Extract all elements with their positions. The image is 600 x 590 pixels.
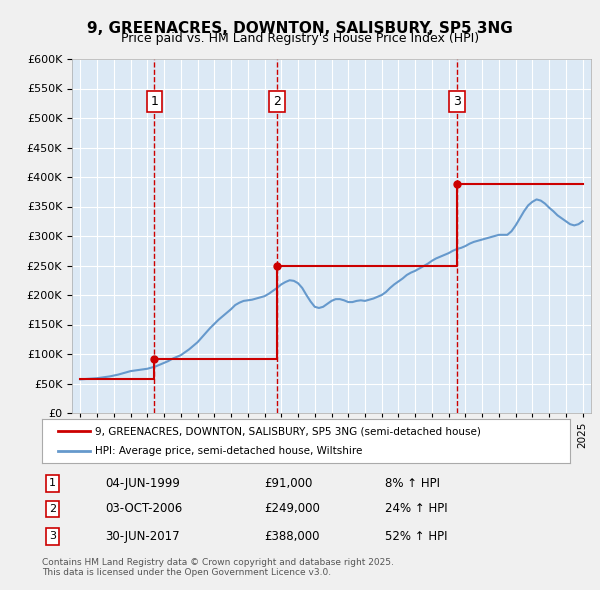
Text: 1: 1 bbox=[49, 478, 56, 488]
Text: 24% ↑ HPI: 24% ↑ HPI bbox=[385, 502, 448, 516]
Text: Contains HM Land Registry data © Crown copyright and database right 2025.
This d: Contains HM Land Registry data © Crown c… bbox=[42, 558, 394, 577]
Text: £91,000: £91,000 bbox=[264, 477, 312, 490]
Text: 3: 3 bbox=[453, 95, 461, 108]
Text: 04-JUN-1999: 04-JUN-1999 bbox=[106, 477, 180, 490]
Text: £249,000: £249,000 bbox=[264, 502, 320, 516]
Text: 9, GREENACRES, DOWNTON, SALISBURY, SP5 3NG (semi-detached house): 9, GREENACRES, DOWNTON, SALISBURY, SP5 3… bbox=[95, 427, 481, 436]
Text: £388,000: £388,000 bbox=[264, 530, 319, 543]
Text: 30-JUN-2017: 30-JUN-2017 bbox=[106, 530, 180, 543]
Text: 3: 3 bbox=[49, 531, 56, 541]
Text: 2: 2 bbox=[49, 504, 56, 514]
Text: 9, GREENACRES, DOWNTON, SALISBURY, SP5 3NG: 9, GREENACRES, DOWNTON, SALISBURY, SP5 3… bbox=[87, 21, 513, 35]
Text: 1: 1 bbox=[151, 95, 158, 108]
Text: 8% ↑ HPI: 8% ↑ HPI bbox=[385, 477, 440, 490]
Text: 03-OCT-2006: 03-OCT-2006 bbox=[106, 502, 182, 516]
Text: 52% ↑ HPI: 52% ↑ HPI bbox=[385, 530, 448, 543]
Text: HPI: Average price, semi-detached house, Wiltshire: HPI: Average price, semi-detached house,… bbox=[95, 446, 362, 455]
Text: Price paid vs. HM Land Registry's House Price Index (HPI): Price paid vs. HM Land Registry's House … bbox=[121, 32, 479, 45]
Text: 2: 2 bbox=[273, 95, 281, 108]
